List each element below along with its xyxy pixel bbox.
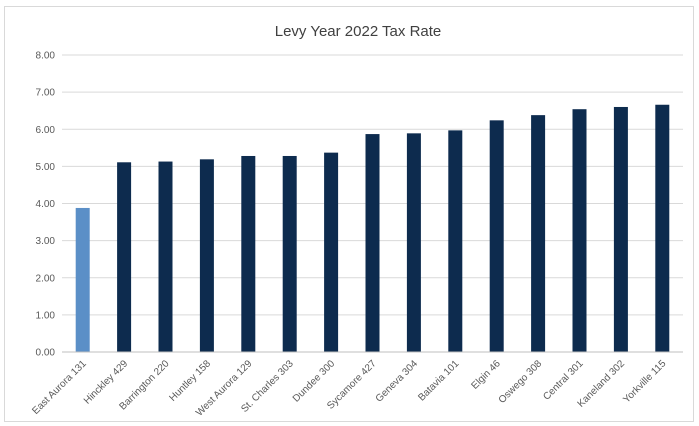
chart-title: Levy Year 2022 Tax Rate <box>275 23 442 40</box>
bar <box>241 155 256 352</box>
x-tick-label: Batavia 101 <box>416 358 461 403</box>
y-tick-label: 0.00 <box>36 348 56 359</box>
bar <box>613 106 628 352</box>
bar <box>158 161 173 352</box>
y-tick-label: 3.00 <box>36 236 56 247</box>
bars <box>75 104 670 352</box>
bar <box>199 159 214 352</box>
x-tick-label: Geneva 304 <box>374 358 421 405</box>
y-tick-label: 4.00 <box>36 199 56 210</box>
x-tick-label: Huntley 158 <box>168 358 214 404</box>
x-tick-label: Oswego 308 <box>497 358 545 406</box>
y-tick-label: 1.00 <box>36 310 56 321</box>
y-axis-ticks: 0.00 1.00 2.00 3.00 4.00 5.00 6.00 7.00 8.00 <box>36 51 56 359</box>
y-tick-label: 6.00 <box>36 125 56 136</box>
bar <box>282 155 297 352</box>
bar <box>655 104 670 352</box>
x-tick-label: Central 301 <box>541 358 586 403</box>
bar <box>489 120 504 352</box>
x-tick-label: Yorkville 115 <box>621 358 668 405</box>
x-tick-label: East Aurora 131 <box>30 358 89 417</box>
bar <box>448 130 463 352</box>
bar <box>531 115 546 352</box>
bar <box>324 152 339 352</box>
y-tick-label: 5.00 <box>36 162 56 173</box>
bar <box>406 133 421 352</box>
bar <box>572 109 587 352</box>
y-tick-label: 7.00 <box>36 88 56 99</box>
y-tick-label: 2.00 <box>36 273 56 284</box>
bar <box>75 207 90 352</box>
x-tick-label: Elgin 46 <box>469 358 503 392</box>
bar <box>117 162 132 352</box>
bar <box>365 134 380 352</box>
y-tick-label: 8.00 <box>36 51 56 62</box>
